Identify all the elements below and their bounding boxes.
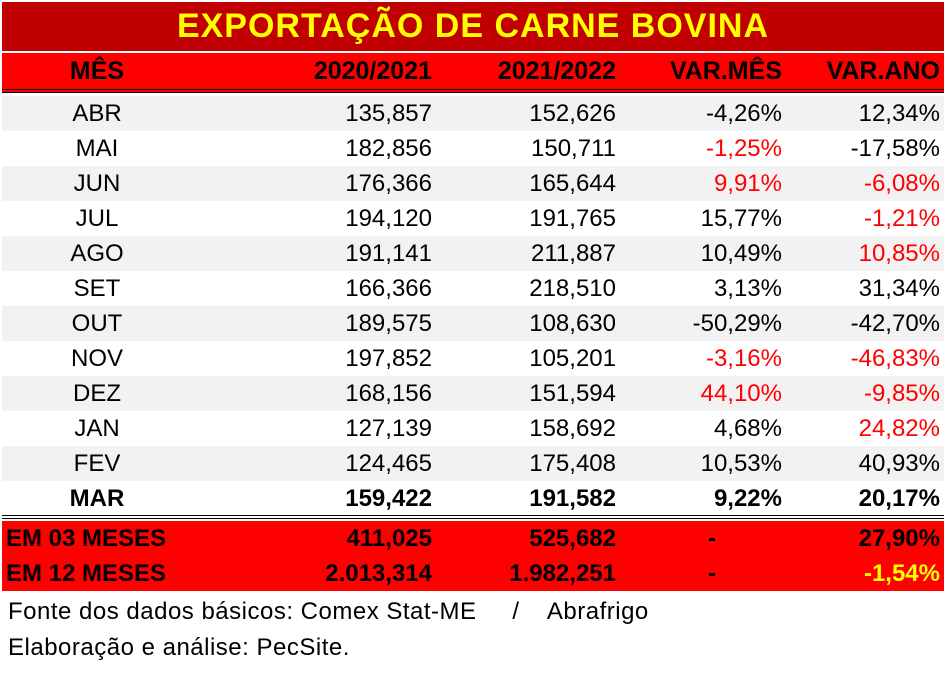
table-header-row: MÊS 2020/2021 2021/2022 VAR.MÊS VAR.ANO [2, 53, 944, 93]
total-var-ano: 27,90% [858, 525, 940, 552]
cell-2021-2022: 218,510 [529, 275, 616, 302]
total-var-ano: -1,54% [863, 560, 940, 587]
cell-var-mes: 3,13% [713, 275, 782, 302]
cell-var-ano: 10,85% [858, 240, 940, 267]
cell-var-mes: 9,22% [713, 485, 782, 512]
cell-mes: AGO [70, 240, 124, 267]
table-row: OUT 189,575 108,630 -50,29% -42,70% [2, 306, 944, 341]
table-title: EXPORTAÇÃO DE CARNE BOVINA [2, 2, 944, 51]
totals-divider [2, 515, 944, 519]
cell-2021-2022: 150,711 [531, 135, 616, 162]
total-2020-2021: 2.013,314 [325, 560, 432, 587]
table-row: MAI 182,856 150,711 -1,25% -17,58% [2, 131, 944, 166]
cell-2021-2022: 211,887 [531, 240, 616, 267]
table-row: SET 166,366 218,510 3,13% 31,34% [2, 271, 944, 306]
table-row: JUN 176,366 165,644 9,91% -6,08% [2, 166, 944, 201]
total-2021-2022: 1.982,251 [509, 560, 616, 587]
cell-var-ano: -42,70% [850, 310, 940, 337]
cell-2020-2021: 182,856 [345, 135, 432, 162]
totals-row-3-months: EM 03 MESES 411,025 525,682 - 27,90% [2, 521, 944, 556]
total-2020-2021: 411,025 [346, 525, 432, 552]
cell-2020-2021: 176,366 [345, 170, 432, 197]
cell-2021-2022: 105,201 [529, 345, 616, 372]
cell-var-ano: -1,21% [863, 205, 940, 232]
cell-2021-2022: 158,692 [529, 415, 616, 442]
source-note: Fonte dos dados básicos: Comex Stat-ME /… [8, 598, 649, 625]
cell-var-ano: 20,17% [858, 485, 940, 512]
cell-mes: JAN [74, 415, 120, 442]
cell-2020-2021: 168,156 [345, 380, 432, 407]
cell-mes: MAR [69, 485, 125, 512]
cell-2021-2022: 151,594 [529, 380, 616, 407]
cell-2021-2022: 191,765 [529, 205, 616, 232]
cell-var-ano: 12,34% [858, 100, 940, 127]
cell-2020-2021: 191,141 [345, 240, 432, 267]
cell-2021-2022: 191,582 [529, 485, 616, 512]
cell-2020-2021: 189,575 [345, 310, 432, 337]
table-row: DEZ 168,156 151,594 44,10% -9,85% [2, 376, 944, 411]
cell-var-mes: 44,10% [700, 380, 782, 407]
cell-2020-2021: 197,852 [345, 345, 432, 372]
table-row: FEV 124,465 175,408 10,53% 40,93% [2, 446, 944, 481]
cell-var-ano: -46,83% [850, 345, 940, 372]
cell-var-mes: -4,26% [705, 100, 782, 127]
cell-var-mes: -50,29% [692, 310, 782, 337]
table-row: JUL 194,120 191,765 15,77% -1,21% [2, 201, 944, 236]
cell-2020-2021: 194,120 [345, 205, 432, 232]
cell-var-mes: 10,53% [700, 450, 782, 477]
header-2020-2021: 2020/2021 [313, 57, 432, 85]
cell-var-mes: 15,77% [700, 205, 782, 232]
header-var-ano: VAR.ANO [826, 57, 940, 85]
cell-2021-2022: 108,630 [529, 310, 616, 337]
cell-mes: DEZ [73, 380, 121, 407]
table-row: ABR 135,857 152,626 -4,26% 12,34% [2, 96, 944, 131]
total-label: EM 03 MESES [6, 525, 167, 552]
header-mes: MÊS [69, 57, 125, 85]
table-row: JAN 127,139 158,692 4,68% 24,82% [2, 411, 944, 446]
table-row: NOV 197,852 105,201 -3,16% -46,83% [2, 341, 944, 376]
cell-2021-2022: 175,408 [529, 450, 616, 477]
cell-var-ano: 31,34% [858, 275, 940, 302]
header-var-mes: VAR.MÊS [669, 57, 782, 85]
cell-var-ano: -17,58% [850, 135, 940, 162]
cell-mes: JUN [73, 170, 121, 197]
cell-mes: NOV [70, 345, 123, 372]
cell-2020-2021: 124,465 [345, 450, 432, 477]
table-row-current: MAR 159,422 191,582 9,22% 20,17% [2, 481, 944, 516]
total-label: EM 12 MESES [6, 560, 167, 587]
cell-var-mes: -1,25% [705, 135, 782, 162]
cell-mes: JUL [75, 205, 119, 232]
total-var-mes: - [708, 560, 716, 587]
cell-mes: OUT [71, 310, 123, 337]
cell-mes: ABR [72, 100, 122, 127]
cell-var-ano: -9,85% [863, 380, 940, 407]
cell-mes: FEV [73, 450, 121, 477]
cell-var-ano: 40,93% [858, 450, 940, 477]
cell-var-mes: 9,91% [713, 170, 782, 197]
cell-2021-2022: 152,626 [529, 100, 616, 127]
cell-var-mes: 10,49% [700, 240, 782, 267]
credit-note: Elaboração e análise: PecSite. [8, 634, 350, 661]
table-row: AGO 191,141 211,887 10,49% 10,85% [2, 236, 944, 271]
cell-mes: MAI [75, 135, 119, 162]
cell-var-ano: -6,08% [863, 170, 940, 197]
cell-2020-2021: 166,366 [345, 275, 432, 302]
cell-var-mes: -3,16% [705, 345, 782, 372]
cell-2020-2021: 127,139 [345, 415, 432, 442]
totals-row-12-months: EM 12 MESES 2.013,314 1.982,251 - -1,54% [2, 556, 944, 591]
cell-2020-2021: 135,857 [345, 100, 432, 127]
cell-2021-2022: 165,644 [529, 170, 616, 197]
cell-mes: SET [73, 275, 121, 302]
total-var-mes: - [708, 525, 716, 552]
cell-var-mes: 4,68% [713, 415, 782, 442]
cell-var-ano: 24,82% [858, 415, 940, 442]
header-2021-2022: 2021/2022 [497, 57, 616, 85]
total-2021-2022: 525,682 [529, 525, 616, 552]
cell-2020-2021: 159,422 [345, 485, 432, 512]
